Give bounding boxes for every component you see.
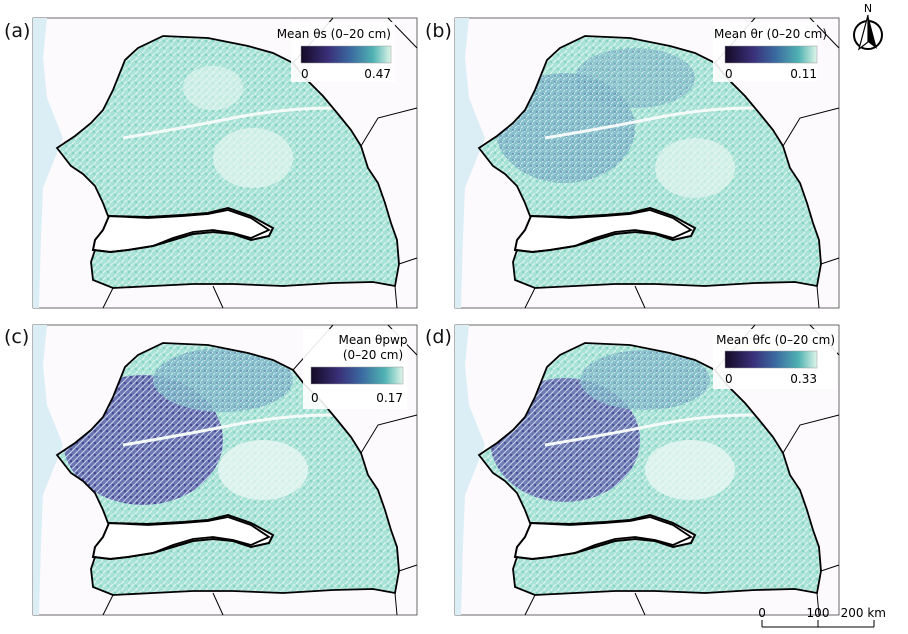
scale-label-0: 0 bbox=[758, 606, 766, 620]
color-ramp-a bbox=[300, 45, 392, 64]
legend-title-b: Mean θr (0–20 cm) bbox=[714, 27, 827, 41]
legend-max-b: 0.11 bbox=[790, 67, 817, 81]
legend-title-c-line2: (0–20 cm) bbox=[343, 348, 403, 362]
legend-b: Mean θr (0–20 cm) 0 0.11 bbox=[713, 22, 827, 82]
legend-min-d: 0 bbox=[725, 372, 733, 386]
legend-min-b: 0 bbox=[725, 67, 733, 81]
ocean-area bbox=[33, 325, 63, 615]
legend-max-a: 0.47 bbox=[364, 67, 391, 81]
map-panel-d: Mean θfc (0–20 cm) 0 0.33 bbox=[454, 324, 840, 616]
map-panel-b: Mean θr (0–20 cm) 0 0.11 bbox=[454, 17, 840, 309]
legend-title-d: Mean θfc (0–20 cm) bbox=[716, 333, 835, 347]
legend-min-a: 0 bbox=[301, 67, 309, 81]
scale-bar: 0 100 200 km bbox=[758, 606, 886, 628]
panel-label-c: (c) bbox=[4, 326, 30, 348]
legend-max-c: 0.17 bbox=[376, 391, 403, 405]
north-letter: N bbox=[864, 2, 872, 15]
panel-label-b: (b) bbox=[425, 20, 452, 42]
legend-a: Mean θs (0–20 cm) 0 0.47 bbox=[277, 22, 395, 82]
color-ramp-c bbox=[310, 366, 404, 385]
ocean-area bbox=[33, 18, 63, 308]
legend-max-d: 0.33 bbox=[790, 372, 817, 386]
panel-label-a: (a) bbox=[4, 20, 31, 42]
color-ramp-d bbox=[724, 350, 818, 369]
north-arrow: N bbox=[853, 2, 883, 51]
color-ramp-b bbox=[724, 45, 818, 64]
scale-label-100: 100 bbox=[807, 606, 830, 620]
legend-min-c: 0 bbox=[311, 391, 319, 405]
scale-label-200: 200 km bbox=[841, 606, 886, 620]
legend-d: Mean θfc (0–20 cm) 0 0.33 bbox=[713, 329, 837, 389]
legend-title-c: Mean θpwp bbox=[339, 333, 408, 347]
map-panel-a: Mean θs (0–20 cm) 0 0.47 bbox=[32, 17, 418, 309]
ocean-area bbox=[455, 325, 485, 615]
map-panel-c: Mean θpwp (0–20 cm) 0 0.17 bbox=[32, 324, 418, 616]
panel-label-d: (d) bbox=[425, 326, 452, 348]
legend-c: Mean θpwp (0–20 cm) 0 0.17 bbox=[303, 329, 407, 409]
legend-title-a: Mean θs (0–20 cm) bbox=[277, 27, 391, 41]
ocean-area bbox=[455, 18, 485, 308]
